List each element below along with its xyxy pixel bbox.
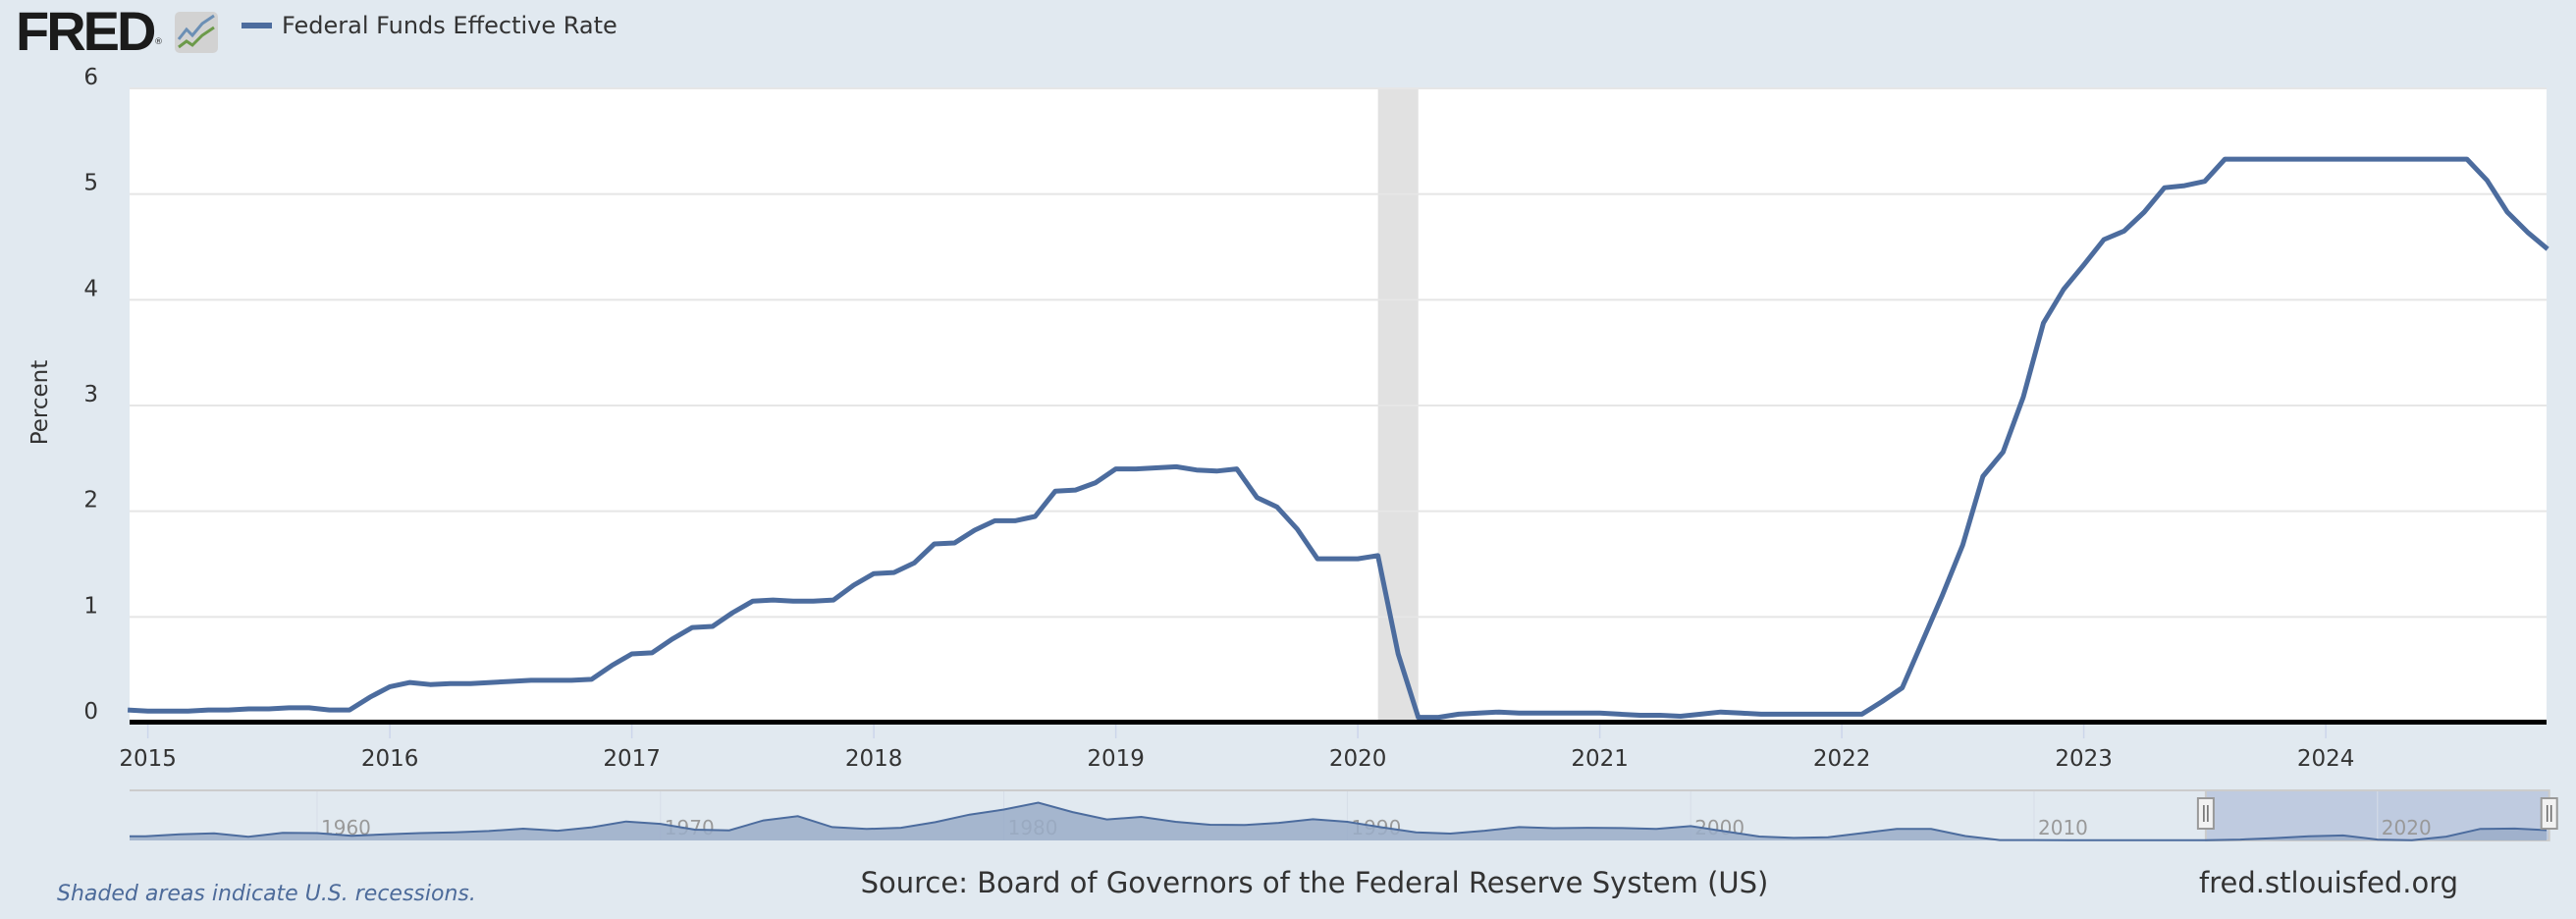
source-credit: Source: Board of Governors of the Federa… [860, 866, 1769, 899]
fred-site-link[interactable]: fred.stlouisfed.org [2199, 866, 2459, 899]
fred-logo-text: FRED [16, 0, 156, 62]
y-tick-label: 0 [83, 699, 98, 725]
x-tick-label: 2020 [1329, 746, 1387, 772]
legend[interactable]: Federal Funds Effective Rate [242, 12, 617, 39]
y-axis-label: Percent [27, 360, 53, 446]
y-tick-label: 4 [83, 276, 98, 301]
registered-mark-icon: ® [154, 37, 163, 47]
legend-swatch [242, 23, 272, 28]
y-tick-label: 3 [83, 382, 98, 407]
gridline [130, 87, 2547, 89]
x-tick-label: 2018 [845, 746, 903, 772]
y-tick-label: 5 [83, 171, 98, 196]
x-tick-label: 2024 [2297, 746, 2355, 772]
gridline [130, 616, 2547, 619]
x-tick-label: 2015 [119, 746, 177, 772]
x-tick-label: 2016 [361, 746, 419, 772]
y-tick-label: 2 [83, 488, 98, 514]
recession-note: Shaded areas indicate U.S. recessions. [57, 882, 476, 906]
gridline [130, 298, 2547, 301]
x-tick-label: 2023 [2055, 746, 2113, 772]
gridline [130, 510, 2547, 513]
y-tick-label: 1 [83, 593, 98, 619]
navigator-line [130, 801, 2548, 841]
x-axis-baseline [130, 720, 2547, 725]
navigator[interactable]: 1960197019801990200020102020 [130, 789, 2558, 841]
navigator-top-border [130, 789, 2547, 791]
handle-grip-icon [2540, 797, 2558, 830]
x-tick-label: 2022 [1813, 746, 1871, 772]
navigator-handle-right[interactable] [2540, 797, 2558, 830]
x-tick-label: 2017 [603, 746, 661, 772]
x-tick-label: 2019 [1087, 746, 1145, 772]
navigator-handle-left[interactable] [2196, 797, 2215, 830]
gridline [130, 405, 2547, 406]
y-tick-label: 6 [83, 65, 98, 90]
legend-label: Federal Funds Effective Rate [282, 12, 617, 39]
navigator-tick-label: 2020 [2382, 816, 2432, 839]
fred-logo[interactable]: FRED [16, 4, 156, 59]
gridline [130, 192, 2547, 195]
fred-chart-logo-icon [175, 12, 218, 53]
x-tick-label: 2021 [1571, 746, 1629, 772]
navigator-tick-label: 2010 [2038, 816, 2088, 839]
handle-grip-icon [2196, 797, 2215, 830]
